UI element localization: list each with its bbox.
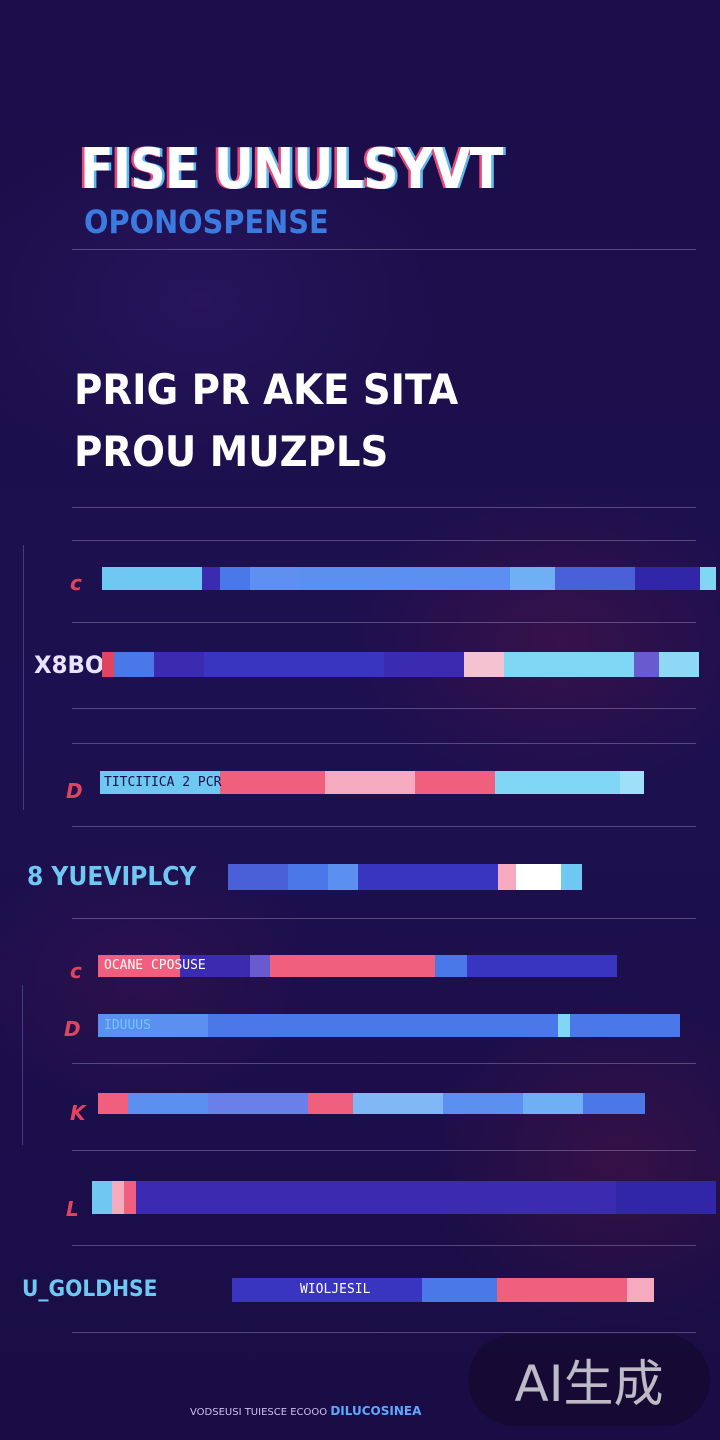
divider [72,249,696,250]
guide-line [23,545,24,810]
guide-line [22,985,23,1145]
divider [72,622,696,623]
row-label: U_GOLDHSE [22,1277,158,1302]
progress-bar [102,567,716,590]
bar-text: WIOLJESIL [300,1282,371,1297]
page-title: FISE UNULSYVT [80,137,503,202]
divider [72,1332,696,1333]
footer-left: VODSEUSI TUIESCE ECOOO [190,1407,328,1418]
row-marker: L [66,1197,79,1221]
row-label: 8 YUEVIPLCY [27,862,197,892]
divider [72,507,696,508]
progress-bar [102,652,699,677]
divider [72,743,696,744]
progress-bar [92,1181,716,1214]
row-marker: K [70,1101,86,1125]
divider [72,918,696,919]
bar-text: IDUUUS [104,1018,151,1033]
page-subtitle: OPONOSPENSE [84,203,329,241]
row-marker: D [66,779,83,803]
row-marker: c [70,571,82,595]
divider [72,1150,696,1151]
divider [72,1245,696,1246]
footer-right: DILUCOSINEA [330,1404,422,1418]
row-marker: c [70,959,82,983]
divider [72,1063,696,1064]
bar-text: OCANE CPOSUSE [104,958,206,973]
divider [72,708,696,709]
bar-text: TITCITICA 2 PCR [104,775,222,790]
footer-text: VODSEUSI TUIESCE ECOOO DILUCOSINEA [190,1405,421,1419]
progress-bar [228,864,582,890]
progress-bar [98,1014,680,1037]
ai-generated-watermark: AI生成 [468,1334,710,1426]
divider [72,826,696,827]
headline-line-2: PROU MUZPLS [74,427,389,476]
progress-bar [100,771,644,794]
row-label: X8BO [34,651,105,679]
progress-bar [98,1093,645,1114]
progress-bar [98,955,617,977]
divider [72,540,696,541]
headline-line-1: PRIG PR AKE SITA [74,365,459,414]
row-marker: D [64,1017,81,1041]
progress-bar [232,1278,654,1302]
